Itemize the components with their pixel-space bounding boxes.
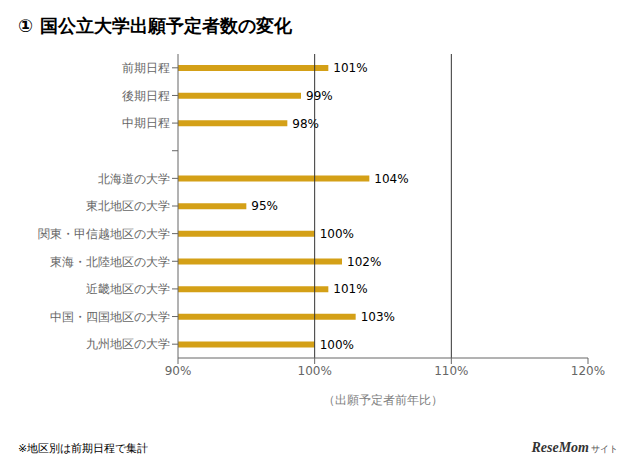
svg-text:100%: 100% (320, 227, 354, 241)
svg-text:九州地区の大学: 九州地区の大学 (86, 337, 170, 351)
svg-text:120%: 120% (571, 364, 605, 378)
svg-text:100%: 100% (320, 338, 354, 352)
svg-text:東北地区の大学: 東北地区の大学 (86, 199, 170, 213)
svg-text:102%: 102% (347, 255, 381, 269)
svg-text:103%: 103% (361, 310, 395, 324)
svg-text:中国・四国地区の大学: 中国・四国地区の大学 (50, 310, 170, 324)
html-text:※地区別は前期日程で集計: ※地区別は前期日程で集計 (18, 442, 149, 455)
svg-text:後期日程: 後期日程 (122, 89, 170, 103)
html-text:ReseMom サイト: ReseMom サイト (531, 440, 618, 455)
svg-text:104%: 104% (374, 172, 408, 186)
svg-text:中期日程: 中期日程 (122, 116, 170, 130)
svg-text:90%: 90% (165, 364, 192, 378)
svg-text:110%: 110% (434, 364, 468, 378)
svg-text:（出願予定者前年比）: （出願予定者前年比） (323, 393, 443, 407)
svg-text:前期日程: 前期日程 (122, 61, 170, 75)
svg-text:近畿地区の大学: 近畿地区の大学 (86, 282, 170, 296)
svg-text:関東・甲信越地区の大学: 関東・甲信越地区の大学 (38, 227, 170, 241)
svg-text:東海・北陸地区の大学: 東海・北陸地区の大学 (50, 255, 170, 269)
svg-text:99%: 99% (306, 89, 333, 103)
svg-text:101%: 101% (333, 282, 367, 296)
svg-text:98%: 98% (292, 117, 319, 131)
svg-text:100%: 100% (298, 364, 332, 378)
html-text:① 国公立大学出願予定者数の変化: ① 国公立大学出願予定者数の変化 (18, 15, 292, 36)
svg-text:北海道の大学: 北海道の大学 (98, 172, 170, 186)
svg-text:101%: 101% (333, 61, 367, 75)
svg-text:95%: 95% (251, 199, 278, 213)
